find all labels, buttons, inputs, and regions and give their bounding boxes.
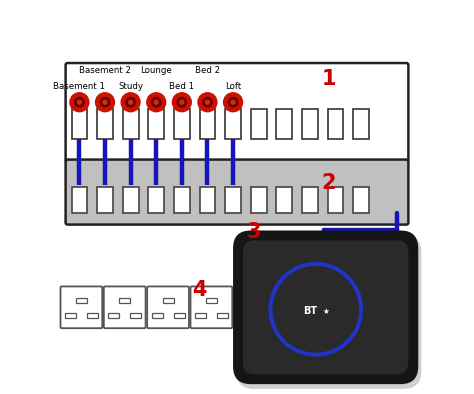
- Bar: [353, 187, 369, 213]
- Bar: [200, 109, 215, 139]
- Circle shape: [152, 98, 161, 107]
- Bar: [276, 187, 292, 213]
- Bar: [97, 187, 113, 213]
- Bar: [123, 109, 138, 139]
- Bar: [302, 187, 318, 213]
- Bar: [152, 313, 163, 318]
- Text: 3: 3: [247, 223, 261, 242]
- Text: Study: Study: [118, 82, 143, 91]
- Bar: [72, 109, 87, 139]
- FancyBboxPatch shape: [104, 286, 146, 328]
- FancyBboxPatch shape: [191, 286, 232, 328]
- Text: 1: 1: [322, 69, 336, 89]
- Bar: [302, 109, 318, 139]
- FancyBboxPatch shape: [61, 286, 102, 328]
- Circle shape: [228, 98, 238, 107]
- Bar: [65, 313, 76, 318]
- Circle shape: [70, 93, 89, 112]
- Bar: [130, 313, 141, 318]
- Text: Lounge: Lounge: [140, 66, 172, 75]
- Circle shape: [126, 98, 136, 107]
- Text: Basement 2: Basement 2: [79, 66, 131, 75]
- Circle shape: [96, 93, 114, 112]
- Bar: [328, 109, 343, 139]
- Bar: [276, 109, 292, 139]
- Bar: [217, 313, 228, 318]
- Circle shape: [206, 100, 210, 104]
- Bar: [174, 109, 190, 139]
- Bar: [353, 109, 369, 139]
- FancyBboxPatch shape: [147, 286, 189, 328]
- Circle shape: [180, 100, 184, 104]
- Text: Loft: Loft: [225, 82, 241, 91]
- Bar: [72, 187, 87, 213]
- Bar: [225, 109, 241, 139]
- Bar: [225, 187, 241, 213]
- Bar: [148, 109, 164, 139]
- Bar: [119, 298, 130, 303]
- Circle shape: [173, 93, 191, 112]
- FancyBboxPatch shape: [65, 63, 409, 162]
- Bar: [123, 187, 138, 213]
- FancyBboxPatch shape: [243, 240, 409, 374]
- Bar: [76, 298, 87, 303]
- Text: Bed 1: Bed 1: [169, 82, 194, 91]
- Bar: [251, 187, 266, 213]
- Bar: [206, 298, 217, 303]
- Bar: [328, 187, 343, 213]
- Circle shape: [103, 100, 107, 104]
- Bar: [163, 298, 173, 303]
- Circle shape: [75, 98, 84, 107]
- Circle shape: [147, 93, 166, 112]
- FancyBboxPatch shape: [65, 160, 409, 225]
- Text: Basement 1: Basement 1: [54, 82, 105, 91]
- Circle shape: [203, 98, 212, 107]
- Text: 4: 4: [191, 280, 206, 299]
- Circle shape: [177, 98, 187, 107]
- Text: ★: ★: [322, 307, 329, 316]
- Text: Bed 2: Bed 2: [195, 66, 220, 75]
- Bar: [195, 313, 206, 318]
- Bar: [148, 187, 164, 213]
- Circle shape: [224, 93, 243, 112]
- FancyBboxPatch shape: [236, 235, 421, 389]
- Bar: [87, 313, 98, 318]
- Circle shape: [198, 93, 217, 112]
- Text: 2: 2: [322, 173, 336, 193]
- Bar: [200, 187, 215, 213]
- Bar: [174, 187, 190, 213]
- Bar: [108, 313, 119, 318]
- Circle shape: [100, 98, 110, 107]
- FancyBboxPatch shape: [233, 230, 418, 384]
- Bar: [251, 109, 266, 139]
- Circle shape: [154, 100, 158, 104]
- Circle shape: [128, 100, 133, 104]
- Circle shape: [231, 100, 235, 104]
- Circle shape: [121, 93, 140, 112]
- Bar: [97, 109, 113, 139]
- Circle shape: [77, 100, 82, 104]
- Text: BT: BT: [303, 306, 317, 316]
- Bar: [173, 313, 184, 318]
